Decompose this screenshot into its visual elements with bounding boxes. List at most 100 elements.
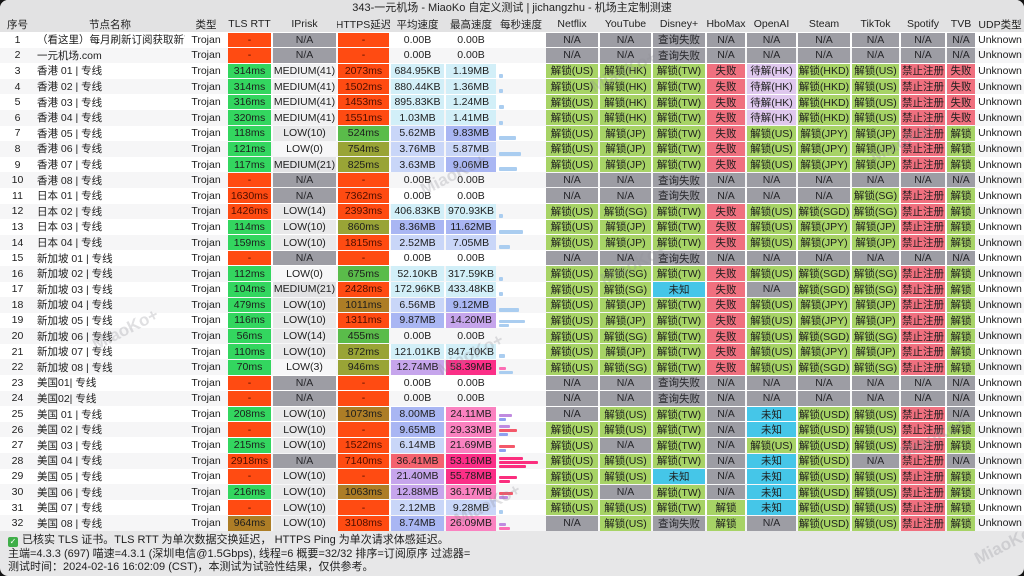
cell-openai: 解锁(US) — [746, 297, 797, 313]
cell-disney-plus: 解锁(TW) — [652, 453, 706, 469]
cell-https-latency: 1011ms — [337, 297, 390, 313]
cell-max-speed: 29.33MB — [445, 422, 497, 438]
cell-max-speed: 0.00B — [457, 33, 485, 46]
cell-steam: N/A — [797, 32, 851, 48]
cell-tls-rtt: 964ms — [227, 515, 272, 531]
cell-netflix: 解锁(US) — [545, 235, 599, 251]
cell-index: 2 — [14, 49, 21, 62]
cell-disney-plus: 解锁(TW) — [652, 437, 706, 453]
cell-disney-plus: 查询失败 — [652, 32, 706, 48]
cell-tiktok: 解锁(JP) — [851, 235, 900, 251]
cell-iprisk: N/A — [272, 188, 337, 204]
speed-sparkline — [497, 250, 545, 266]
cell-openai: 解锁(US) — [746, 219, 797, 235]
cell-index: 1 — [14, 33, 21, 46]
cell-tiktok: 解锁(US) — [851, 484, 900, 500]
cell-avg-speed: 8.74MB — [390, 515, 445, 531]
cell-openai: 解锁(US) — [746, 126, 797, 142]
cell-openai: 解锁(US) — [746, 266, 797, 282]
cell-index: 19 — [11, 314, 24, 327]
cell-index: 14 — [11, 236, 24, 249]
cell-spotify: 禁止注册 — [901, 328, 945, 344]
cell-max-speed: 55.78MB — [445, 469, 497, 485]
cell-avg-speed: 0.00B — [403, 392, 432, 405]
column-header-per-second-speed: 每秒速度 — [500, 18, 542, 31]
cell-tls-rtt: 121ms — [227, 141, 272, 157]
cell-tiktok: N/A — [851, 250, 900, 266]
cell-index: 15 — [11, 252, 24, 265]
cell-max-speed: 0.00B — [457, 252, 485, 265]
cell-udp-type: Unknown — [978, 267, 1022, 280]
cell-avg-speed: 36.41MB — [390, 453, 445, 469]
cell-node-name: 香港 06 | 专线 — [37, 143, 103, 156]
cell-type: Trojan — [191, 252, 221, 265]
cell-netflix: N/A — [545, 32, 599, 48]
cell-iprisk: LOW(14) — [272, 204, 337, 220]
cell-hbomax: 解锁 — [706, 500, 746, 516]
cell-avg-speed: 8.36MB — [390, 219, 445, 235]
cell-spotify: 禁止注册 — [901, 515, 945, 531]
cell-node-name: 新加坡 04 | 专线 — [37, 299, 113, 312]
cell-youtube: 解锁(JP) — [599, 313, 652, 329]
cell-youtube: 解锁(US) — [599, 515, 652, 531]
cell-tvb: 解锁 — [946, 359, 976, 375]
cell-spotify: N/A — [900, 250, 946, 266]
cell-hbomax: N/A — [706, 375, 746, 391]
cell-node-name: 新加坡 07 | 专线 — [37, 346, 113, 359]
cell-netflix: 解锁(US) — [545, 204, 599, 220]
report-footer: ✓ 已核实 TLS 证书。TLS RTT 为单次数据交换延迟， HTTPS Pin… — [8, 534, 1016, 575]
cell-type: Trojan — [191, 267, 221, 280]
cell-tvb: 解锁 — [946, 204, 976, 220]
cell-iprisk: MEDIUM(21) — [273, 282, 336, 297]
cell-tvb: 解锁 — [946, 297, 976, 313]
cell-hbomax: 解锁 — [706, 515, 746, 531]
cell-iprisk: N/A — [272, 32, 337, 48]
check-icon: ✓ — [8, 537, 18, 547]
cell-tiktok: 解锁(SG) — [852, 328, 899, 344]
cell-node-name: 美国02| 专线 — [37, 392, 97, 405]
cell-openai: 未知 — [746, 406, 797, 422]
cell-udp-type: Unknown — [978, 330, 1022, 343]
cell-tvb: 解锁 — [946, 422, 976, 438]
cell-index: 20 — [11, 330, 24, 343]
cell-type: Trojan — [191, 408, 221, 421]
table-row: 19 新加坡 05 | 专线 Trojan 116ms LOW(10) 1311ms 9.8… — [0, 312, 1024, 329]
column-header-type: 类型 — [195, 18, 217, 31]
speed-sparkline — [497, 94, 545, 110]
cell-type: Trojan — [191, 80, 221, 93]
table-row: 32 美国 08 | 专线 Trojan 964ms LOW(10) 3108ms 8.74… — [0, 515, 1024, 531]
cell-hbomax: 失败 — [706, 157, 746, 173]
cell-steam: 解锁(JPY) — [797, 157, 851, 173]
cell-disney-plus: 解锁(TW) — [652, 328, 706, 344]
cell-spotify: 禁止注册 — [901, 141, 945, 157]
cell-openai: 待解(HK) — [746, 63, 797, 79]
cell-tls-rtt: 208ms — [227, 406, 272, 422]
cell-avg-speed: 880.44KB — [390, 79, 445, 95]
cell-index: 30 — [11, 486, 24, 499]
cell-avg-speed: 12.88MB — [390, 484, 445, 500]
cell-https-latency: 872ms — [337, 344, 390, 360]
cell-tls-rtt: 314ms — [227, 79, 272, 95]
table-row: 20 新加坡 06 | 专线 Trojan 56ms LOW(14) 455ms 0.00B… — [0, 328, 1024, 344]
cell-avg-speed: 21.40MB — [390, 469, 445, 485]
cell-netflix: N/A — [545, 172, 599, 188]
cell-youtube: 解锁(JP) — [599, 219, 652, 235]
table-row: 28 美国 04 | 专线 Trojan 2918ms N/A 7140ms 36.41MB… — [0, 453, 1024, 469]
cell-iprisk: LOW(10) — [272, 297, 337, 313]
cell-tls-rtt: 56ms — [227, 328, 272, 344]
cell-netflix: 解锁(US) — [545, 157, 599, 173]
cell-avg-speed: 1.03MB — [390, 110, 445, 126]
cell-tiktok: 解锁(US) — [851, 79, 900, 95]
cell-youtube: N/A — [599, 48, 652, 64]
cell-hbomax: 失败 — [706, 313, 746, 329]
cell-avg-speed: 121.01KB — [390, 344, 445, 360]
cell-tls-rtt: 479ms — [227, 297, 272, 313]
table-row: 21 新加坡 07 | 专线 Trojan 110ms LOW(10) 872ms 121.… — [0, 343, 1024, 360]
cell-avg-speed: 9.65MB — [390, 422, 445, 438]
cell-type: Trojan — [191, 96, 221, 109]
cell-index: 21 — [11, 345, 24, 358]
cell-tiktok: N/A — [851, 375, 900, 391]
cell-iprisk: N/A — [272, 453, 337, 469]
cell-avg-speed: 0.00B — [403, 330, 432, 343]
speed-sparkline — [497, 313, 545, 329]
